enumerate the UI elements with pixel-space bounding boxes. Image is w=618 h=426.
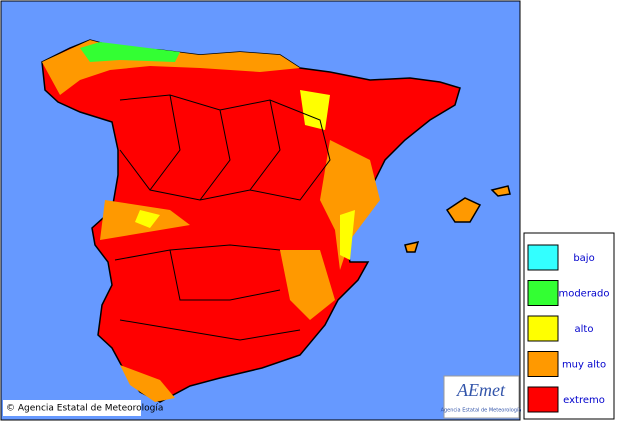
legend-swatch [527, 315, 559, 342]
logo-subtitle: Agencia Estatal de Meteorología [441, 407, 522, 414]
legend-swatch [527, 244, 559, 271]
legend-label: muy alto [562, 360, 606, 371]
legend-items: bajo moderado alto muy alto extremo [527, 244, 610, 413]
legend-label: extremo [563, 395, 605, 406]
logo: AEmet [456, 380, 506, 400]
copyright-box [3, 400, 141, 416]
legend-label: moderado [558, 289, 609, 300]
legend-label: alto [575, 324, 594, 335]
spain-map [41, 39, 511, 403]
copyright: © Agencia Estatal de Meteorología [6, 404, 163, 414]
legend-label: bajo [573, 253, 594, 264]
logo-box [443, 375, 520, 419]
legend-swatch [527, 351, 559, 377]
legend-swatch [527, 386, 559, 413]
legend-swatch [527, 280, 559, 306]
